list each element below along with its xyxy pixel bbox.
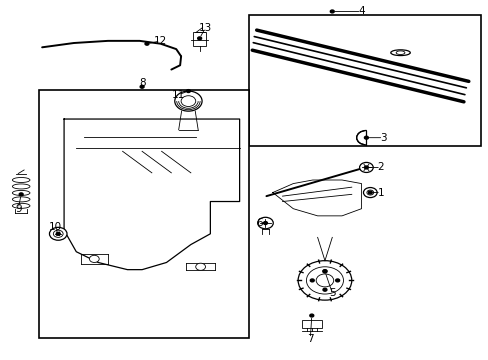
Circle shape — [263, 222, 267, 225]
Wedge shape — [356, 131, 366, 145]
Ellipse shape — [12, 203, 30, 208]
Circle shape — [359, 162, 372, 172]
Ellipse shape — [390, 50, 409, 55]
Circle shape — [174, 91, 202, 111]
Circle shape — [306, 267, 343, 294]
Circle shape — [89, 255, 99, 262]
Circle shape — [309, 314, 313, 317]
Text: 1: 1 — [377, 188, 384, 198]
Bar — [249, 15, 480, 146]
Text: 4: 4 — [358, 6, 364, 17]
Text: 8: 8 — [139, 78, 145, 88]
Text: 2: 2 — [377, 162, 384, 172]
Circle shape — [181, 96, 195, 107]
Circle shape — [53, 230, 63, 237]
Bar — [193, 32, 205, 45]
Circle shape — [364, 166, 367, 169]
Circle shape — [186, 90, 190, 93]
Circle shape — [366, 190, 373, 195]
Ellipse shape — [12, 184, 30, 189]
Text: 13: 13 — [199, 23, 212, 33]
Bar — [302, 320, 321, 328]
Circle shape — [49, 227, 67, 240]
Circle shape — [316, 274, 333, 287]
Text: 6: 6 — [255, 218, 262, 228]
Circle shape — [257, 217, 273, 229]
Circle shape — [323, 270, 326, 273]
Circle shape — [19, 193, 23, 196]
Circle shape — [56, 232, 60, 235]
Circle shape — [197, 37, 201, 40]
Circle shape — [310, 279, 314, 282]
Circle shape — [323, 270, 326, 273]
Circle shape — [140, 85, 144, 88]
Circle shape — [367, 191, 371, 194]
Circle shape — [323, 288, 326, 291]
Ellipse shape — [12, 197, 30, 202]
Ellipse shape — [12, 177, 30, 183]
Circle shape — [335, 279, 339, 282]
Circle shape — [145, 42, 149, 45]
Circle shape — [363, 188, 376, 198]
Bar — [39, 90, 249, 338]
Text: 5: 5 — [328, 288, 335, 298]
Ellipse shape — [12, 190, 30, 195]
Circle shape — [330, 10, 333, 13]
Text: 10: 10 — [49, 222, 62, 232]
Circle shape — [298, 261, 351, 300]
Ellipse shape — [395, 51, 404, 54]
Bar — [365, 131, 375, 145]
Circle shape — [364, 136, 367, 139]
Text: 9: 9 — [15, 204, 21, 214]
Text: 12: 12 — [154, 36, 167, 46]
Text: 3: 3 — [379, 133, 386, 143]
Text: 11: 11 — [172, 90, 185, 100]
Text: 7: 7 — [306, 333, 313, 343]
Circle shape — [195, 263, 205, 270]
